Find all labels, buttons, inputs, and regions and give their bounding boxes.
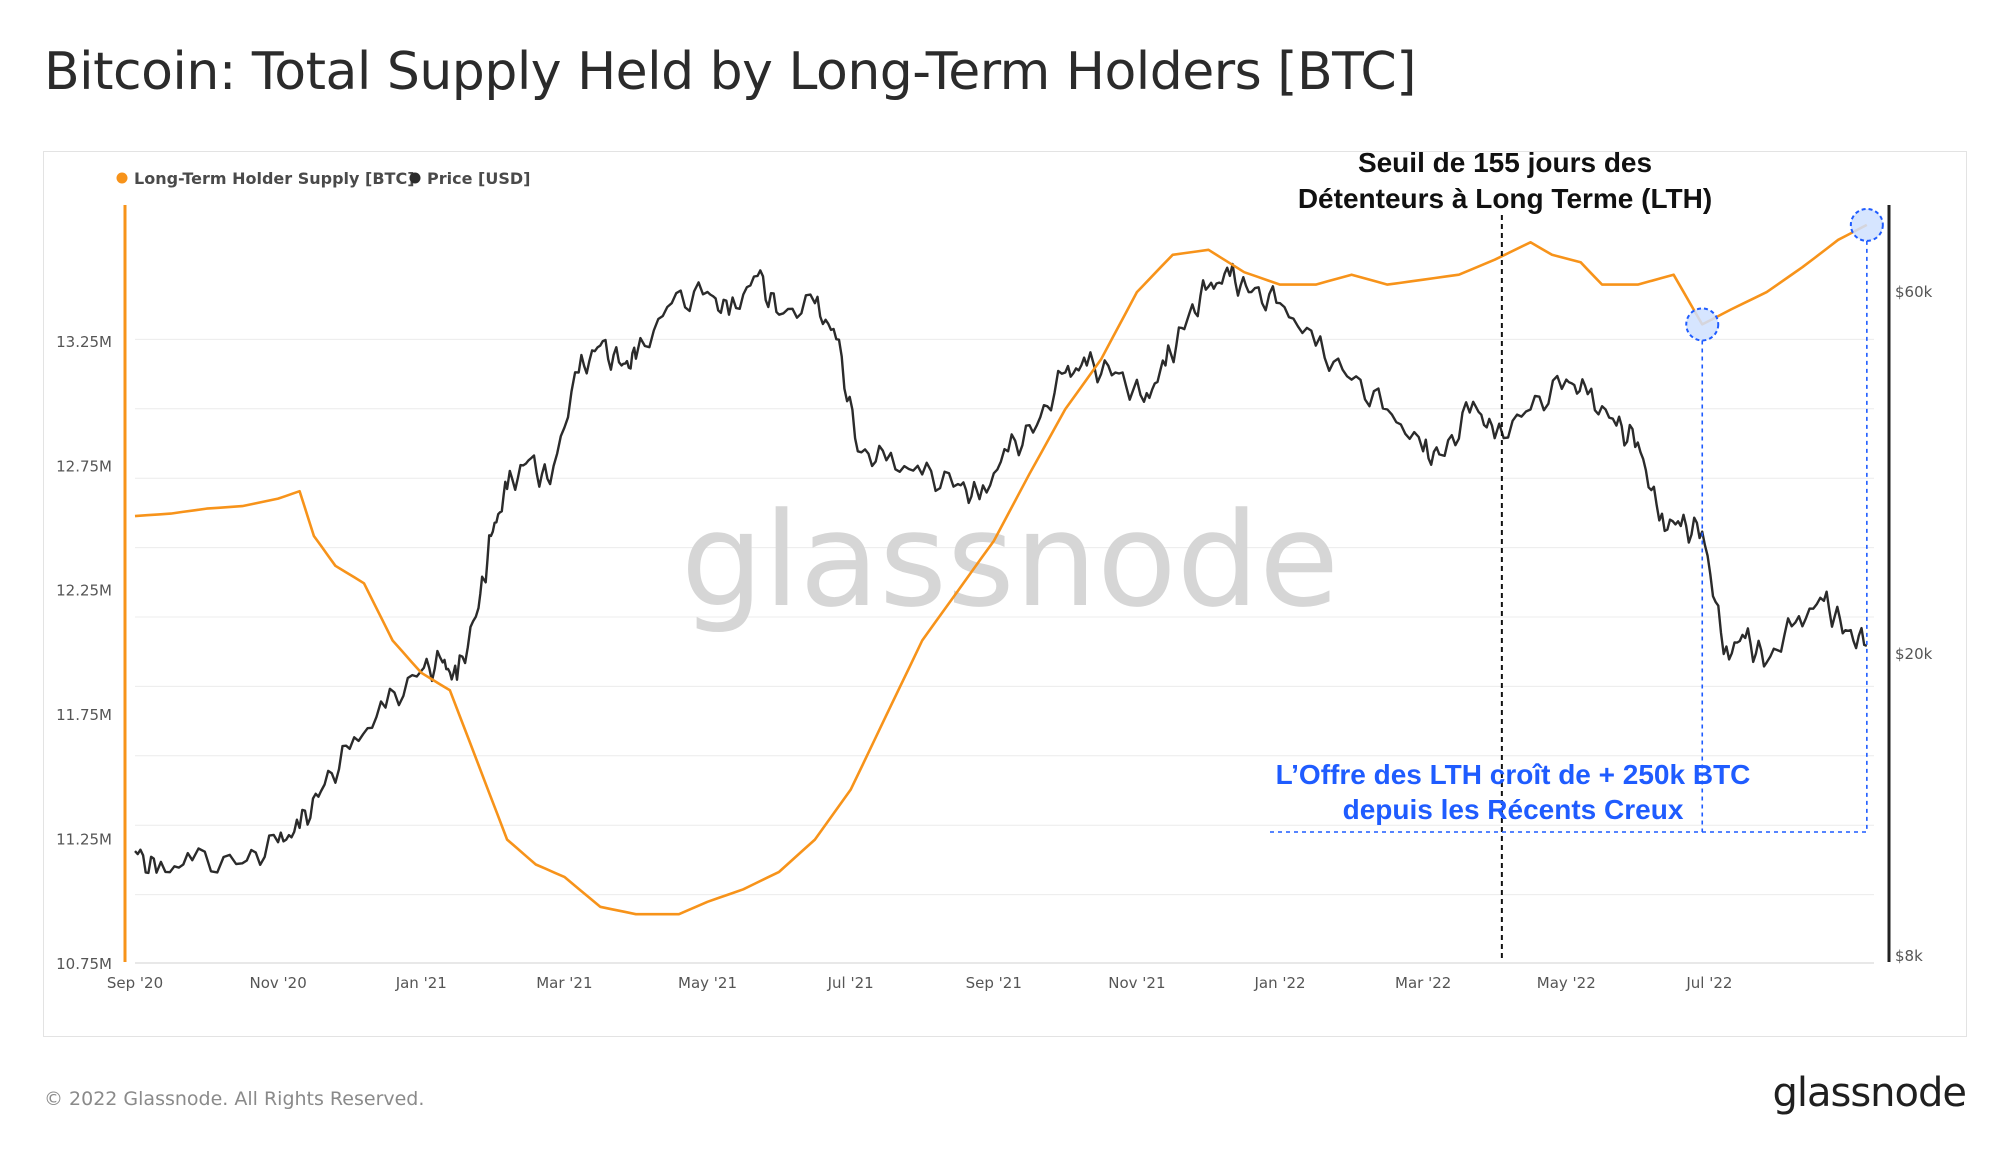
lth-supply-series-line[interactable] xyxy=(134,223,1868,916)
legend-marker-price[interactable] xyxy=(409,172,421,184)
footer-copyright: © 2022 Glassnode. All Rights Reserved. xyxy=(44,1088,425,1110)
y-left-tick-label: 10.75M xyxy=(56,955,112,973)
legend-marker-lth[interactable] xyxy=(116,172,128,184)
page-title: Bitcoin: Total Supply Held by Long-Term … xyxy=(44,42,1417,102)
y-left-tick-label: 13.25M xyxy=(56,333,112,351)
watermark: glassnode xyxy=(681,484,1339,636)
y-right-tick-label: $60k xyxy=(1895,283,1933,301)
recent-high-marker[interactable] xyxy=(1849,207,1884,242)
recent-low-marker[interactable] xyxy=(1685,307,1720,342)
y-left-tick-label: 11.25M xyxy=(56,831,112,849)
x-tick-label: Jan '21 xyxy=(395,974,447,992)
y-left-tick-label: 11.75M xyxy=(56,706,112,724)
chart-frame xyxy=(43,151,1967,1037)
x-tick-label: Mar '22 xyxy=(1395,974,1451,992)
x-tick-label: Jul '22 xyxy=(1685,974,1732,992)
legend-label-price: Price [USD] xyxy=(427,169,530,188)
x-tick-label: Sep '20 xyxy=(107,974,163,992)
lth-threshold-label: Détenteurs à Long Terme (LTH) xyxy=(1298,183,1712,214)
x-tick-label: May '21 xyxy=(678,974,737,992)
x-tick-label: Sep '21 xyxy=(966,974,1022,992)
y-left-tick-label: 12.25M xyxy=(56,582,112,600)
lth-growth-label: depuis les Récents Creux xyxy=(1343,794,1684,825)
x-tick-label: Nov '20 xyxy=(249,974,306,992)
x-tick-label: Mar '21 xyxy=(536,974,592,992)
price-series-line[interactable] xyxy=(134,262,1868,875)
lth-threshold-label: Seuil de 155 jours des xyxy=(1358,147,1652,178)
lth-growth-label: L’Offre des LTH croît de + 250k BTC xyxy=(1276,759,1751,790)
x-tick-label: Jan '22 xyxy=(1253,974,1305,992)
glassnode-logo[interactable]: glassnode xyxy=(1772,1070,1967,1116)
y-right-tick-label: $20k xyxy=(1895,645,1933,663)
legend-label-lth: Long-Term Holder Supply [BTC] xyxy=(134,169,415,188)
y-left-tick-label: 12.75M xyxy=(56,457,112,475)
x-tick-label: Nov '21 xyxy=(1108,974,1165,992)
x-tick-label: Jul '21 xyxy=(827,974,874,992)
x-tick-label: May '22 xyxy=(1537,974,1596,992)
y-right-tick-label: $8k xyxy=(1895,947,1923,965)
